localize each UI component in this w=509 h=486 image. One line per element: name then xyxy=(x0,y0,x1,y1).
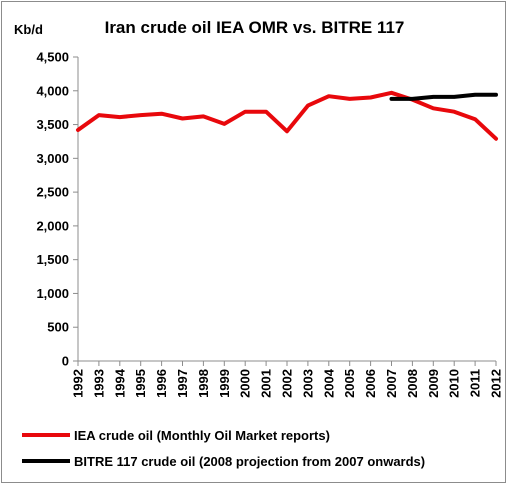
x-tick-label: 2005 xyxy=(342,369,357,398)
y-tick-label: 2,500 xyxy=(36,185,69,200)
y-tick-label: 4,000 xyxy=(36,83,69,98)
x-tick-label: 1995 xyxy=(133,369,148,398)
x-tick-label: 1998 xyxy=(196,369,211,398)
x-tick-label: 1996 xyxy=(154,369,169,398)
x-tick-label: 1994 xyxy=(112,368,127,398)
legend-label-iea: IEA crude oil (Monthly Oil Market report… xyxy=(74,427,330,443)
legend-item-bitre: BITRE 117 crude oil (2008 projection fro… xyxy=(22,452,425,470)
y-tick-label: 3,500 xyxy=(36,117,69,132)
x-tick-label: 2008 xyxy=(405,369,420,398)
legend-item-iea: IEA crude oil (Monthly Oil Market report… xyxy=(22,426,330,444)
x-tick-label: 2004 xyxy=(321,368,336,398)
x-tick-label: 2003 xyxy=(300,369,315,398)
series-line-iea xyxy=(76,90,498,141)
x-tick-label: 2000 xyxy=(238,369,253,398)
x-tick-label: 2002 xyxy=(280,369,295,398)
y-tick-label: 1,500 xyxy=(36,252,69,267)
x-tick-label: 1992 xyxy=(71,369,86,398)
x-tick-label: 2007 xyxy=(384,369,399,398)
x-tick-label: 2001 xyxy=(259,369,274,398)
x-tick-label: 2011 xyxy=(468,369,483,397)
x-tick-label: 1999 xyxy=(217,369,232,398)
x-tick-label: 2009 xyxy=(426,369,441,398)
x-tick-label: 1997 xyxy=(175,369,190,398)
y-tick-label: 1,000 xyxy=(36,286,69,301)
x-tick-label: 2012 xyxy=(489,369,504,398)
y-tick-label: 4,500 xyxy=(36,50,69,65)
x-tick-label: 1993 xyxy=(91,369,106,398)
x-tick-label: 2010 xyxy=(447,369,462,398)
y-axis-unit-label: Kb/d xyxy=(14,22,43,37)
series-line-bitre xyxy=(389,92,498,101)
x-tick-label: 2006 xyxy=(363,369,378,398)
legend-swatch-iea xyxy=(22,433,70,437)
y-tick-label: 3,000 xyxy=(36,151,69,166)
chart-title: Iran crude oil IEA OMR vs. BITRE 117 xyxy=(104,18,405,37)
y-tick-label: 0 xyxy=(62,354,69,369)
legend-swatch-bitre xyxy=(22,459,70,463)
y-tick-label: 500 xyxy=(47,320,69,335)
legend-label-bitre: BITRE 117 crude oil (2008 projection fro… xyxy=(74,453,426,469)
y-tick-label: 2,000 xyxy=(36,218,69,233)
